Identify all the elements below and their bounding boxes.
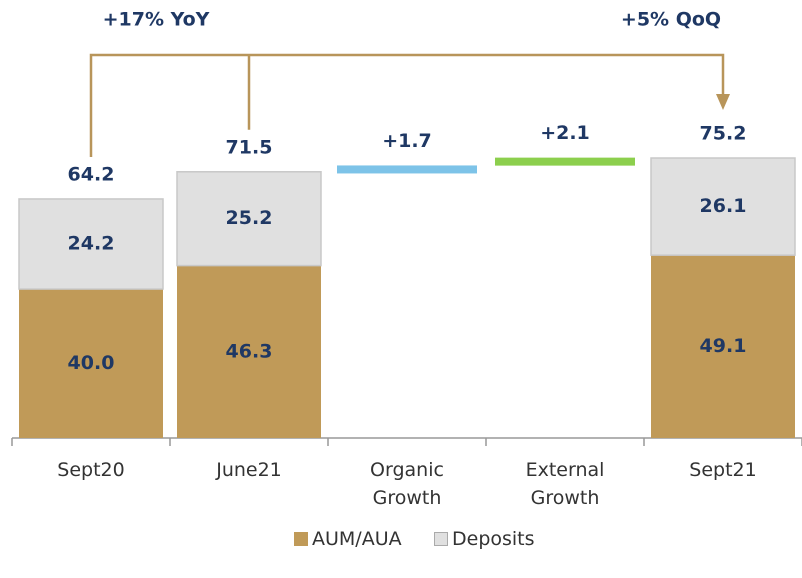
bar-segment xyxy=(651,255,795,438)
increment-bar xyxy=(495,157,635,166)
connector xyxy=(89,53,725,157)
segment-label: 49.1 xyxy=(700,335,747,357)
segment-label: 46.3 xyxy=(226,340,273,362)
increment-bar xyxy=(337,165,477,174)
legend-item: Deposits xyxy=(434,528,535,550)
bar-segment xyxy=(18,198,164,290)
legend-label: Deposits xyxy=(452,528,535,550)
x-tick-label: External Growth xyxy=(525,459,605,509)
bar-segment xyxy=(176,171,322,267)
segment-label: 40.0 xyxy=(68,352,115,374)
x-tick-label: Sept21 xyxy=(689,459,757,481)
total-label: 64.2 xyxy=(68,163,115,185)
x-tick-label: Sept20 xyxy=(57,459,125,481)
bar-segment xyxy=(177,265,321,438)
legend-item: AUM/AUA xyxy=(294,528,402,550)
x-tick-label: June21 xyxy=(216,459,282,481)
annotation: +17% YoY xyxy=(103,9,210,31)
segment-label: 26.1 xyxy=(700,195,747,217)
bar-segment xyxy=(650,157,796,256)
legend-swatch xyxy=(294,532,308,546)
bar-segment xyxy=(19,289,163,438)
arrow-head xyxy=(716,94,730,110)
segment-label: 25.2 xyxy=(226,207,273,229)
x-tick-label: Organic Growth xyxy=(370,459,444,509)
legend-label: AUM/AUA xyxy=(312,528,402,550)
increment-label: +1.7 xyxy=(382,130,432,152)
segment-label: 24.2 xyxy=(68,233,115,255)
total-label: 71.5 xyxy=(226,136,273,158)
total-label: 75.2 xyxy=(700,123,747,145)
annotation: +5% QoQ xyxy=(621,9,721,31)
increment-label: +2.1 xyxy=(540,122,590,144)
legend-swatch xyxy=(434,532,448,546)
